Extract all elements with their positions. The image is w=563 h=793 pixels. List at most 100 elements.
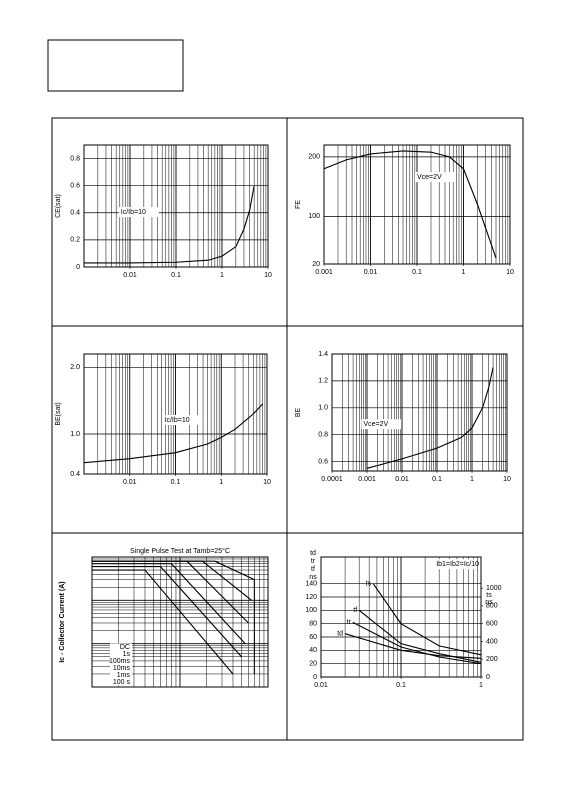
y-tick-label: 120 — [305, 594, 317, 601]
series-label: tr — [347, 619, 352, 626]
y-tick-label: 40 — [309, 647, 317, 654]
x-tick-label: 0.1 — [412, 269, 422, 276]
series-line — [92, 569, 234, 675]
y-axis-label: CE(sat) — [55, 194, 62, 218]
x-tick-label: 1 — [219, 479, 223, 486]
annotation: Ib1=Ib2=Ic/10 — [436, 561, 479, 568]
y2-tick-label: 600 — [486, 621, 498, 628]
y-tick-label: 100 — [308, 213, 320, 220]
series-line — [92, 563, 246, 645]
legend-bg — [110, 678, 132, 686]
x-tick-label: 0.01 — [123, 272, 137, 279]
y-axis-label: td — [310, 550, 316, 557]
legend-bg — [110, 643, 132, 651]
x-tick-label: 10 — [263, 479, 271, 486]
annotation: Ic/Ib=10 — [121, 209, 146, 216]
y-tick-label: 0.4 — [70, 210, 80, 217]
series-line — [92, 560, 255, 674]
y-tick-label: 0.6 — [70, 183, 80, 190]
y-tick-label: 1.4 — [318, 351, 328, 358]
y-tick-label: 60 — [309, 634, 317, 641]
annotation-bg — [434, 559, 475, 570]
y2-axis-label: ts — [486, 592, 492, 599]
series-line — [372, 583, 482, 656]
series-label: td — [337, 631, 343, 638]
y-tick-label: 20 — [309, 661, 317, 668]
x-tick-label: 10 — [506, 269, 514, 276]
legend-bg — [110, 664, 132, 672]
x-tick-label: 1 — [220, 272, 224, 279]
y-tick-label: 1.0 — [70, 431, 80, 438]
legend-label: 100 s — [113, 679, 131, 686]
y-axis-label: Ic - Collector Current (A) — [59, 581, 66, 662]
y-tick-label: 100 — [305, 607, 317, 614]
legend-label: 1ms — [117, 672, 131, 679]
x-tick-label: 0.1 — [171, 272, 181, 279]
y2-tick-label: 1000 — [486, 585, 502, 592]
x-tick-label: 10 — [264, 272, 272, 279]
y-tick-label: 0.8 — [70, 155, 80, 162]
y-axis-label: BE(sat) — [55, 402, 62, 425]
y-axis-label: FE — [295, 200, 302, 209]
y-tick-label: 0.6 — [318, 458, 328, 465]
series-line — [84, 185, 255, 264]
x-tick-label: 0.001 — [358, 476, 376, 483]
annotation: Vce=2V — [364, 421, 389, 428]
x-tick-label: 0.001 — [315, 269, 333, 276]
y-tick-label: 0 — [76, 264, 80, 271]
x-tick-label: 0.1 — [396, 682, 406, 689]
legend-bg — [110, 657, 132, 665]
y-tick-label: 1.2 — [318, 378, 328, 385]
y-tick-label: 0 — [313, 674, 317, 681]
series-line — [83, 403, 263, 464]
x-tick-label: 0.0001 — [321, 476, 343, 483]
x-tick-label: 10 — [503, 476, 511, 483]
y2-tick-label: 400 — [486, 638, 498, 645]
y-axis-label: tr — [311, 558, 316, 565]
x-tick-label: 0.01 — [314, 682, 328, 689]
y-tick-label: 1.0 — [318, 405, 328, 412]
x-tick-label: 1 — [462, 269, 466, 276]
x-tick-label: 1 — [470, 476, 474, 483]
series-line — [358, 609, 482, 663]
legend-label: 10ms — [113, 665, 131, 672]
chart-title: Single Pulse Test at Tamb=25°C — [130, 547, 230, 555]
x-tick-label: 1 — [479, 682, 483, 689]
header-box — [47, 39, 184, 92]
y-tick-label: 0.2 — [70, 237, 80, 244]
y-tick-label: 200 — [308, 154, 320, 161]
series-label: tf — [353, 607, 357, 614]
annotation-bg — [118, 207, 159, 218]
y2-tick-label: 0 — [486, 674, 490, 681]
annotation-bg — [415, 172, 455, 183]
x-tick-label: 0.01 — [395, 476, 409, 483]
y-tick-label: 20 — [312, 261, 320, 268]
series-line — [366, 367, 494, 469]
y-axis-label: BE — [295, 408, 302, 418]
legend-label: DC — [120, 644, 130, 651]
y2-tick-label: 800 — [486, 603, 498, 610]
series-line — [352, 621, 482, 665]
x-tick-label: 0.1 — [432, 476, 442, 483]
x-tick-label: 0.01 — [123, 479, 137, 486]
annotation-bg — [361, 419, 402, 430]
legend-bg — [110, 671, 132, 679]
annotation: Ic/Ib=10 — [165, 417, 190, 424]
legend-label: 1s — [123, 651, 131, 658]
y2-tick-label: 200 — [486, 656, 498, 663]
y2-axis-label: ns — [485, 599, 493, 606]
annotation-bg — [162, 415, 203, 425]
series-label: ts — [366, 581, 372, 588]
y-axis-label: tf — [311, 566, 315, 573]
y-tick-label: 140 — [305, 581, 317, 588]
y-axis-label: ns — [309, 574, 317, 581]
y-tick-label: 0.8 — [318, 432, 328, 439]
legend-label: 100ms — [109, 658, 131, 665]
y-tick-label: 2.0 — [70, 364, 80, 371]
annotation: Vce=2V — [417, 174, 442, 181]
legend-bg — [110, 650, 132, 658]
series-line — [344, 633, 482, 659]
series-line — [92, 566, 242, 658]
x-tick-label: 0.01 — [364, 269, 378, 276]
